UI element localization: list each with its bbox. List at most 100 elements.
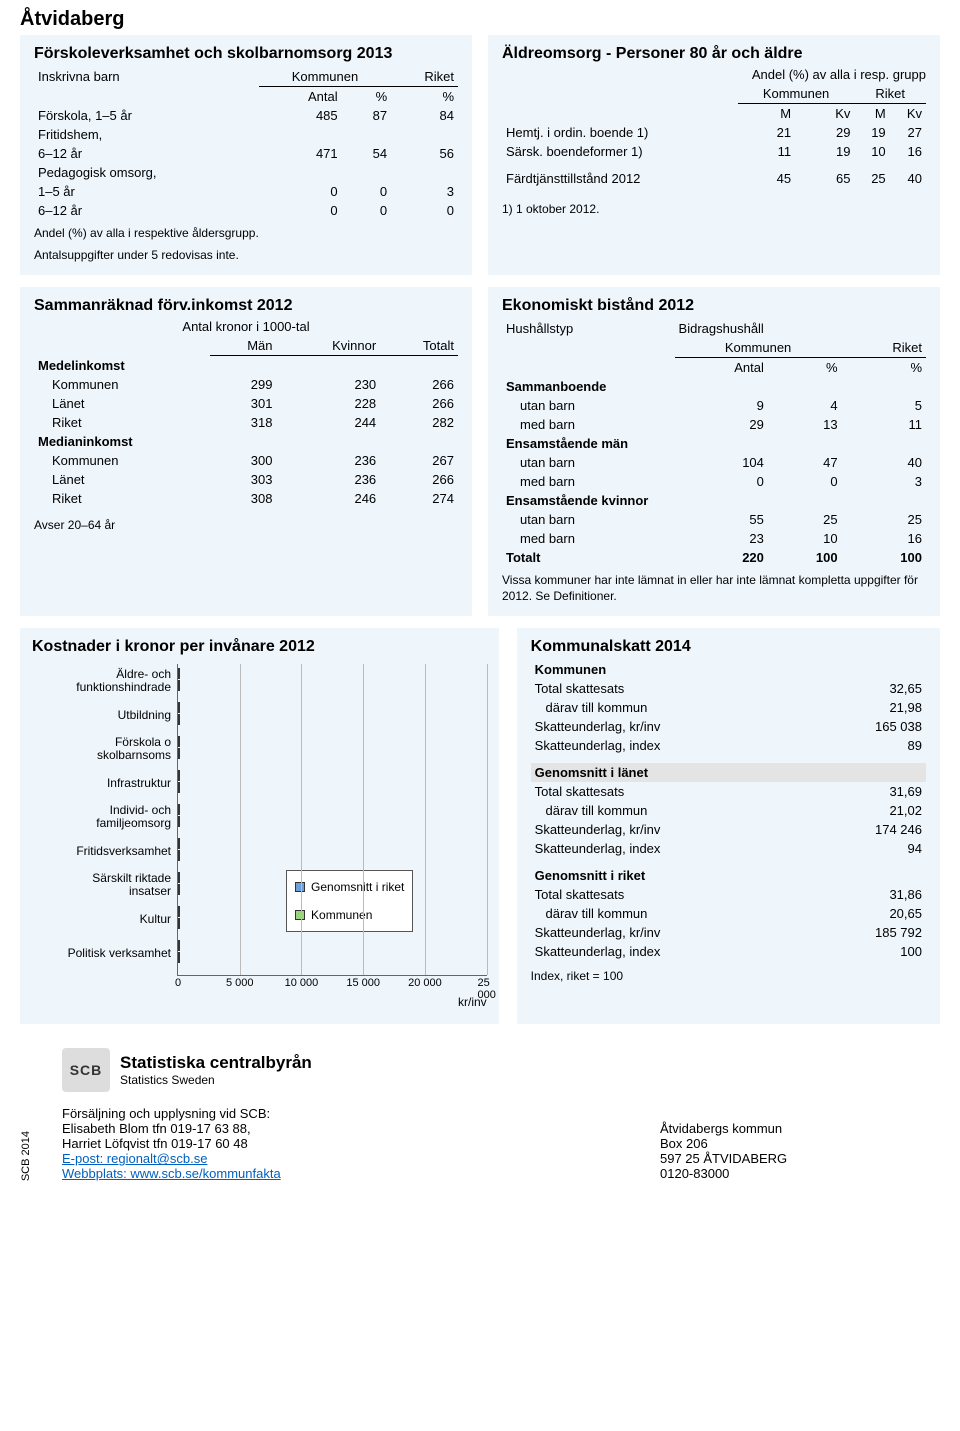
- footer-right1: Åtvidabergs kommun: [660, 1121, 940, 1136]
- table-cell: Färdtjänsttillstånd 2012: [502, 169, 738, 188]
- panel-bistand: Ekonomiskt bistånd 2012 Hushållstyp Bidr…: [488, 287, 940, 616]
- table-cell: 282: [380, 413, 458, 432]
- table-cell: 11: [738, 142, 795, 161]
- axis-tick: 0: [175, 977, 181, 989]
- table-cell: 228: [276, 394, 380, 413]
- forskole-note2: Antalsuppgifter under 5 redovisas inte.: [34, 248, 458, 264]
- skatt-group-header: Genomsnitt i riket: [531, 866, 926, 885]
- table-cell: Skatteunderlag, index: [531, 942, 811, 961]
- table-cell: 0: [675, 472, 768, 491]
- axis-tick: 15 000: [346, 977, 380, 989]
- table-cell: 87: [342, 106, 391, 125]
- aldre-kv1: Kv: [795, 104, 854, 124]
- inkomst-note: Avser 20–64 år: [34, 518, 458, 534]
- table-cell: 16: [890, 142, 926, 161]
- table-cell: 25: [768, 510, 842, 529]
- panel-forskole: Förskoleverksamhet och skolbarnomsorg 20…: [20, 35, 472, 275]
- forskole-table: Inskrivna barn Kommunen Riket Antal % % …: [34, 67, 458, 220]
- table-cell: 21: [738, 123, 795, 142]
- scb-logo-mark: SCB: [62, 1048, 110, 1092]
- table-cell: 65: [795, 169, 854, 188]
- table-cell: 236: [276, 451, 380, 470]
- table-cell: 31,69: [811, 782, 926, 801]
- table-cell: Skatteunderlag, kr/inv: [531, 820, 811, 839]
- skatt-group-header: Kommunen: [531, 660, 926, 679]
- table-cell: [259, 163, 342, 182]
- table-cell: 6–12 år: [34, 144, 259, 163]
- bar-kommun: [178, 884, 180, 895]
- table-cell: 230: [276, 375, 380, 394]
- bistand-note: Vissa kommuner har inte lämnat in eller …: [502, 573, 926, 604]
- table-cell: [259, 125, 342, 144]
- legend-blue: Genomsnitt i riket: [311, 880, 404, 894]
- footer-right2: Box 206: [660, 1136, 940, 1151]
- chart-category-label: Äldre- ochfunktionshindrade: [32, 664, 171, 698]
- bistand-col-kommunen: Kommunen: [675, 338, 842, 358]
- table-cell: 40: [890, 169, 926, 188]
- axis-tick: 20 000: [408, 977, 442, 989]
- table-cell: 25: [854, 169, 889, 188]
- scb-logo-line2: Statistics Sweden: [120, 1073, 312, 1087]
- footer-email-link[interactable]: E-post: regionalt@scb.se: [62, 1151, 207, 1166]
- table-cell: 220: [675, 548, 768, 567]
- bar-riket: [178, 702, 180, 713]
- sub-pct2: %: [391, 87, 458, 107]
- row-kostnader-skatt: Kostnader i kronor per invånare 2012 Äld…: [0, 628, 960, 1038]
- table-cell: 3: [391, 182, 458, 201]
- bar-kommun: [178, 748, 180, 759]
- table-cell: utan barn: [502, 453, 675, 472]
- chart-category-label: Politisk verksamhet: [32, 936, 171, 970]
- axis-tick: 5 000: [226, 977, 254, 989]
- table-cell: 299: [210, 375, 276, 394]
- aldre-title: Äldreomsorg - Personer 80 år och äldre: [502, 45, 926, 63]
- table-cell: 485: [259, 106, 342, 125]
- bar-riket: [178, 736, 180, 747]
- chart-category-label: Kultur: [32, 902, 171, 936]
- bistand-pct2: %: [842, 358, 926, 378]
- bar-kommun: [178, 952, 180, 963]
- aldre-note: 1) 1 oktober 2012.: [502, 202, 926, 218]
- table-cell: [342, 163, 391, 182]
- bar-riket: [178, 838, 180, 849]
- col-totalt: Totalt: [380, 336, 458, 356]
- scb-logo-line1: Statistiska centralbyrån: [120, 1053, 312, 1073]
- table-group-header: Ensamstående män: [502, 434, 926, 453]
- bar-riket: [178, 872, 180, 883]
- row-inkomst-bistand: Sammanräknad förv.inkomst 2012 Antal kro…: [0, 287, 960, 628]
- table-cell: 32,65: [811, 679, 926, 698]
- table-cell: därav till kommun: [531, 698, 811, 717]
- bistand-antal: Antal: [675, 358, 768, 378]
- table-cell: 0: [342, 182, 391, 201]
- table-cell: Skatteunderlag, kr/inv: [531, 923, 811, 942]
- table-cell: 27: [890, 123, 926, 142]
- table-cell: Total skattesats: [531, 679, 811, 698]
- chart-category-label: Infrastruktur: [32, 766, 171, 800]
- table-cell: 25: [842, 510, 926, 529]
- table-cell: 4: [768, 396, 842, 415]
- table-cell: Kommunen: [34, 375, 210, 394]
- bistand-col-riket: Riket: [842, 338, 926, 358]
- table-cell: Särsk. boendeformer 1): [502, 142, 738, 161]
- bistand-pct1: %: [768, 358, 842, 378]
- chart-category-label: Särskilt riktadeinsatser: [32, 868, 171, 902]
- aldre-m1: M: [738, 104, 795, 124]
- bar-riket: [178, 668, 180, 679]
- panel-skatt: Kommunalskatt 2014 KommunenTotal skattes…: [517, 628, 940, 1024]
- chart-category-label: Individ- ochfamiljeomsorg: [32, 800, 171, 834]
- forskole-title: Förskoleverksamhet och skolbarnomsorg 20…: [34, 45, 458, 63]
- table-cell: 274: [380, 489, 458, 508]
- x-axis-title: kr/inv: [458, 995, 487, 1009]
- table-cell: 89: [811, 736, 926, 755]
- panel-kostnader: Kostnader i kronor per invånare 2012 Äld…: [20, 628, 499, 1024]
- table-cell: 266: [380, 394, 458, 413]
- table-cell: Riket: [34, 489, 210, 508]
- table-cell: Kommunen: [34, 451, 210, 470]
- table-cell: [342, 125, 391, 144]
- footer-web-link[interactable]: Webbplats: www.scb.se/kommunfakta: [62, 1166, 281, 1181]
- table-cell: 11: [842, 415, 926, 434]
- row-forskole-aldre: Förskoleverksamhet och skolbarnomsorg 20…: [0, 35, 960, 287]
- table-cell: utan barn: [502, 396, 675, 415]
- table-cell: 16: [842, 529, 926, 548]
- forskole-rowheader: Inskrivna barn: [34, 67, 259, 87]
- footer-right: Åtvidabergs kommun Box 206 597 25 ÅTVIDA…: [660, 1121, 940, 1181]
